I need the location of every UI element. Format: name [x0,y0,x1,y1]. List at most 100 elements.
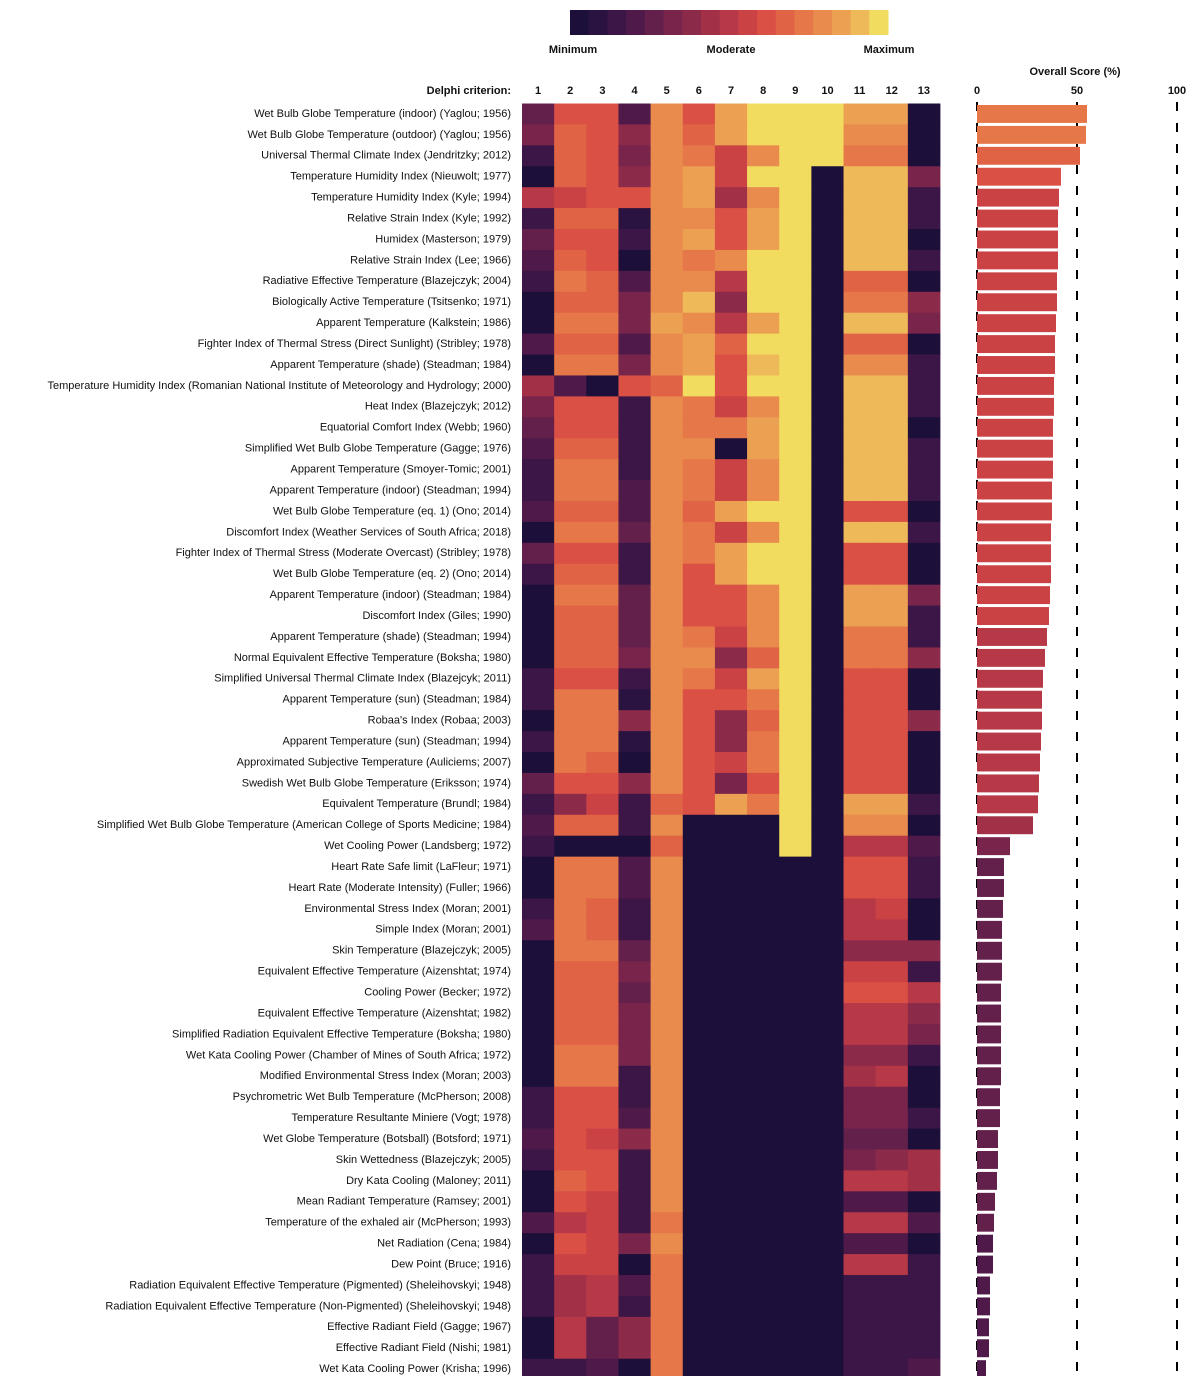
heatmap-cell [682,584,716,606]
heatmap-cell [522,710,555,732]
heatmap-cell [907,563,941,586]
row-label: Environmental Stress Index (Moran; 2001) [304,903,511,915]
bar [977,711,1042,730]
heatmap-cell [811,103,844,125]
bar [977,1213,994,1232]
heatmap-cell [843,333,877,355]
heatmap-cell [875,1149,909,1171]
heatmap-cell [714,354,748,376]
heatmap-cell [682,187,716,209]
heatmap-cell [714,898,748,920]
heatmap-cell [682,877,716,899]
heatmap-cell [843,856,877,878]
heatmap-cell [714,689,748,711]
heatmap-cell [714,521,748,544]
heatmap-cell [682,396,716,418]
row-label: Radiation Equivalent Effective Temperatu… [105,1300,511,1312]
heatmap-cell [811,563,844,586]
row-label: Cooling Power (Becker; 1972) [364,987,511,999]
colorbar-swatch [794,10,814,35]
heatmap-cell [811,1295,844,1318]
heatmap-cell [650,1316,684,1339]
heatmap-cell [618,1337,652,1360]
heatmap-cell [714,982,748,1004]
heatmap-cell [586,1212,619,1234]
heatmap-cell [714,375,748,397]
heatmap-cell [522,605,555,627]
heatmap-cell [618,752,652,774]
heatmap-cell [618,710,652,732]
heatmap-cell [522,396,555,418]
heatmap-cell [618,940,652,962]
heatmap-cell [618,731,652,753]
heatmap-cell [843,166,877,188]
heatmap-cell [747,459,780,481]
heatmap-cell [747,1295,780,1318]
heatmap-cell [747,542,780,565]
heatmap-cell [682,1358,716,1381]
heatmap-cell [650,1149,684,1171]
heatmap-cell [522,961,555,983]
heatmap-cell [843,772,877,795]
row-label: Approximated Subjective Temperature (Aul… [237,756,511,768]
heatmap-cell [843,584,877,606]
colorbar-label: Moderate [707,44,756,56]
heatmap-cell [618,626,652,648]
heatmap-cell [907,500,941,523]
heatmap-cell [875,626,909,648]
heatmap-cell [907,396,941,418]
bar [977,774,1039,793]
heatmap-cell [650,1254,684,1276]
heatmap-cell [811,1275,844,1297]
heatmap-cell [522,814,555,837]
heatmap-cell [554,270,587,293]
heatmap-cell [650,1233,684,1255]
heatmap-cell [714,291,748,314]
heatmap-cell [811,500,844,523]
heatmap-cell [907,961,941,983]
heatmap-cell [618,333,652,355]
heatmap-cell [779,1233,812,1255]
heatmap-cell [811,480,844,502]
heatmap-cell [747,417,780,439]
heatmap-cell [843,940,877,962]
heatmap-cell [747,752,780,774]
heatmap-cell [618,898,652,920]
row-label: Wet Bulb Globe Temperature (indoor) (Yag… [254,108,511,120]
heatmap-cell [875,1233,909,1255]
heatmap-cell [875,354,909,376]
heatmap-cell [875,1003,909,1025]
heatmap-cell [714,772,748,795]
heatmap-cell [714,584,748,606]
heatmap-cell [907,1086,941,1109]
row-label: Simplified Wet Bulb Globe Temperature (A… [97,819,511,831]
heatmap-cell [682,898,716,920]
heatmap-cell [586,919,619,941]
heatmap-cell [682,1191,716,1213]
heatmap-cell [554,793,587,816]
heatmap-cell [811,584,844,606]
heatmap-cell [811,626,844,648]
bar [977,879,1004,897]
column-label: 6 [696,85,702,97]
heatmap-cell [618,668,652,690]
heatmap-cell [682,500,716,523]
heatmap-cell [682,208,716,230]
heatmap-cell [843,1275,877,1297]
heatmap-cell [779,312,812,335]
bar [977,899,1003,918]
heatmap-cell [682,731,716,753]
bar [977,1297,990,1316]
heatmap-cell [682,312,716,335]
heatmap-cell [747,982,780,1004]
heatmap-cell [811,982,844,1004]
heatmap-cell [811,689,844,711]
colorbar-swatch [719,10,739,35]
heatmap-cell [779,877,812,899]
heatmap-cell [682,982,716,1004]
heatmap-cell [522,1107,555,1129]
heatmap-cell [586,229,619,251]
heatmap-cell [811,1107,844,1129]
heatmap-cell [650,689,684,711]
heatmap-cell [522,919,555,941]
